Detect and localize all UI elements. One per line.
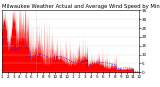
Text: Milwaukee Weather Actual and Average Wind Speed by Minute mph (Last 24 Hours): Milwaukee Weather Actual and Average Win… (2, 4, 160, 9)
